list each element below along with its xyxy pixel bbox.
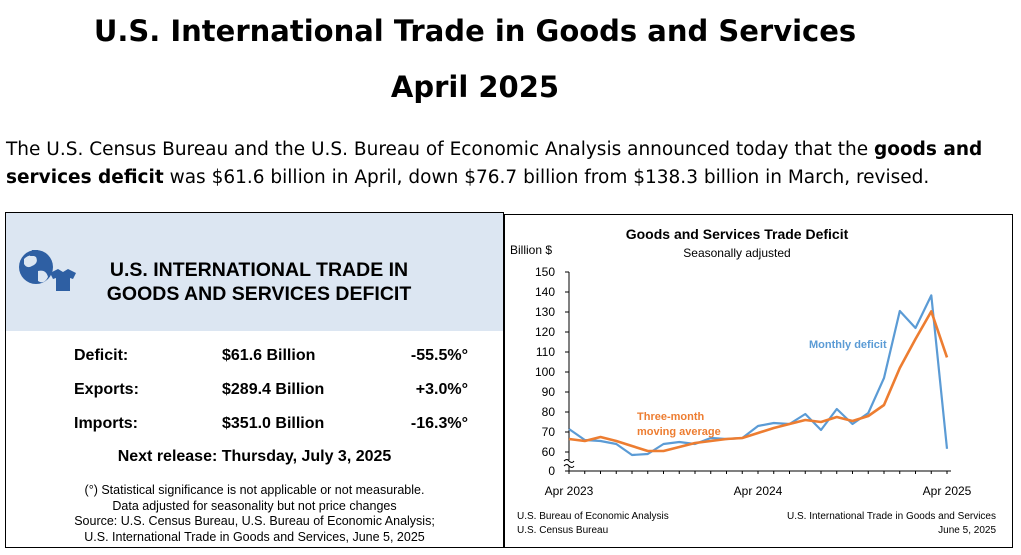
y-tick-label: 120 [535, 325, 555, 339]
deficit-label: Deficit: [74, 347, 129, 364]
summary-heading-line2: GOODS AND SERVICES DEFICIT [106, 283, 412, 305]
y-tick-label: 130 [535, 305, 555, 319]
deficit-row: Deficit: $61.6 Billion -55.5%° [6, 347, 503, 369]
y-tick-label: 140 [535, 285, 555, 299]
next-release: Next release: Thursday, July 3, 2025 [117, 448, 392, 465]
imports-row: Imports: $351.0 Billion -16.3%° [6, 415, 503, 437]
summary-heading-line1: U.S. INTERNATIONAL TRADE IN [109, 259, 409, 281]
y-tick-label: 90 [542, 385, 556, 399]
chart-subtitle: Seasonally adjusted [683, 246, 790, 260]
deficit-change: -55.5%° [410, 347, 468, 364]
note-adjustment: Data adjusted for seasonality but not pr… [112, 498, 397, 513]
exports-row: Exports: $289.4 Billion +3.0%° [6, 381, 503, 403]
deficit-value: $61.6 Billion [222, 347, 316, 364]
x-tick-label: Apr 2024 [734, 484, 783, 498]
trade-deficit-chart: Goods and Services Trade Deficit Seasona… [510, 226, 996, 536]
y-tick-label: 0 [548, 464, 555, 478]
page-title: U.S. International Trade in Goods and Se… [93, 14, 857, 48]
imports-label: Imports: [74, 415, 138, 432]
y-axis-label: Billion $ [510, 243, 552, 257]
summary-notes: (°) Statistical significance is not appl… [6, 483, 503, 545]
y-tick-label: 70 [542, 425, 556, 439]
x-tick-label: Apr 2023 [545, 484, 594, 498]
legend-moving-average: Three-month moving average [637, 411, 721, 438]
trade-globe-icon [19, 250, 76, 291]
y-tick-label: 110 [536, 345, 555, 359]
y-axis-break-mark [563, 459, 575, 468]
source-right-line1: U.S. International Trade in Goods and Se… [787, 511, 996, 522]
x-tick-label: Apr 2025 [923, 484, 972, 498]
summary-panel: U.S. INTERNATIONAL TRADE IN GOODS AND SE… [5, 212, 504, 548]
intro-text-start: The U.S. Census Bureau and the U.S. Bure… [6, 139, 875, 160]
y-tick-label: 150 [535, 265, 555, 279]
intro-text-end: was $61.6 billion in April, down $76.7 b… [163, 167, 930, 188]
imports-value: $351.0 Billion [222, 415, 325, 432]
intro-text-bold: goods and services deficit [6, 139, 983, 188]
y-tick-label: 100 [535, 365, 555, 379]
note-source: Source: U.S. Census Bureau, U.S. Bureau … [74, 514, 435, 528]
y-tick-label: 60 [542, 445, 556, 459]
note-release: U.S. International Trade in Goods and Se… [84, 529, 425, 544]
monthly-deficit-line [568, 294, 949, 457]
page-subtitle: April 2025 [390, 70, 560, 104]
chart-title: Goods and Services Trade Deficit [626, 226, 849, 242]
moving-average-line [568, 310, 949, 453]
summary-heading: U.S. INTERNATIONAL TRADE IN GOODS AND SE… [64, 258, 454, 306]
chart-panel: Goods and Services Trade Deficit Seasona… [504, 214, 1013, 548]
source-right-line2: June 5, 2025 [938, 525, 996, 536]
exports-change: +3.0%° [415, 381, 468, 398]
intro-paragraph: The U.S. Census Bureau and the U.S. Bure… [6, 136, 1011, 192]
source-left-line1: U.S. Bureau of Economic Analysis [517, 511, 669, 522]
legend-monthly-deficit: Monthly deficit [809, 339, 887, 351]
exports-value: $289.4 Billion [222, 381, 325, 398]
summary-header-band [6, 213, 503, 331]
y-tick-label: 80 [542, 405, 556, 419]
exports-label: Exports: [74, 381, 139, 398]
source-left-line2: U.S. Census Bureau [517, 525, 608, 536]
note-significance: (°) Statistical significance is not appl… [84, 483, 425, 497]
imports-change: -16.3%° [410, 415, 468, 432]
